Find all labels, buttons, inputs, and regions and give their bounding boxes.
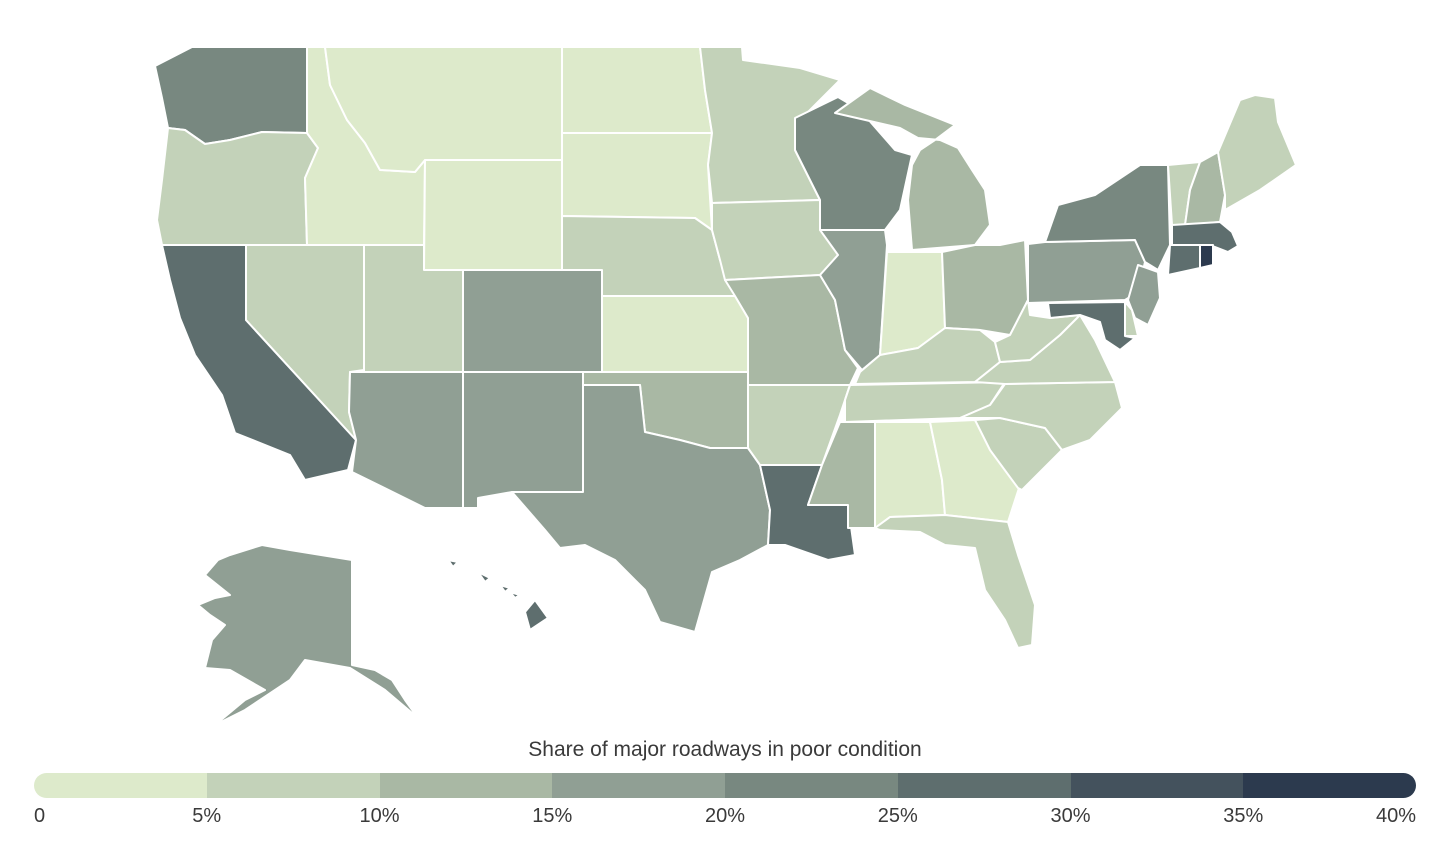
state-nc[interactable] xyxy=(959,381,1123,451)
legend-tick-label: 20% xyxy=(705,805,746,827)
state-nj[interactable] xyxy=(1127,264,1161,326)
legend-tick-label: 30% xyxy=(1050,805,1091,827)
legend-color-scale xyxy=(34,773,1416,798)
state-ct[interactable] xyxy=(1167,244,1201,276)
state-wy[interactable] xyxy=(423,159,563,271)
state-tx[interactable] xyxy=(511,384,771,633)
state-ks[interactable] xyxy=(601,295,749,373)
legend-tick-label: 35% xyxy=(1223,805,1264,827)
state-co[interactable] xyxy=(462,269,603,373)
legend-bin-3 xyxy=(552,773,725,798)
state-pa[interactable] xyxy=(1027,239,1146,304)
legend-tick-label: 25% xyxy=(877,805,918,827)
state-mi[interactable] xyxy=(834,87,991,251)
legend-bin-7 xyxy=(1243,773,1416,798)
state-ak[interactable] xyxy=(197,544,419,726)
legend-tick-label: 0 xyxy=(34,805,46,827)
state-ri[interactable] xyxy=(1199,244,1214,269)
legend-ticks: 0 5% 10% 15% 20% 25% 30% 35% 40% xyxy=(0,805,1450,835)
state-me[interactable] xyxy=(1217,94,1297,211)
state-nm[interactable] xyxy=(462,371,584,509)
legend-bin-4 xyxy=(725,773,898,798)
legend-tick-label: 40% xyxy=(1376,805,1417,827)
state-oh[interactable] xyxy=(941,239,1029,336)
legend-bin-1 xyxy=(206,773,380,798)
legend-title: Share of major roadways in poor conditio… xyxy=(528,738,922,761)
legend-bin-2 xyxy=(379,773,553,798)
legend-bin-6 xyxy=(1070,773,1244,798)
legend-bin-5 xyxy=(897,773,1071,798)
state-or[interactable] xyxy=(156,127,319,246)
legend-tick-label: 10% xyxy=(359,805,400,827)
state-fl[interactable] xyxy=(874,514,1036,649)
state-il[interactable] xyxy=(819,229,888,371)
state-ny[interactable] xyxy=(1044,164,1171,271)
state-md[interactable] xyxy=(1047,301,1136,351)
legend-bin-0 xyxy=(34,773,207,798)
state-nd[interactable] xyxy=(561,46,713,134)
state-hi[interactable] xyxy=(447,559,549,631)
state-az[interactable] xyxy=(348,371,464,509)
legend-tick-label: 15% xyxy=(532,805,573,827)
legend-tick-label: 5% xyxy=(192,805,222,827)
us-map xyxy=(154,46,1297,726)
